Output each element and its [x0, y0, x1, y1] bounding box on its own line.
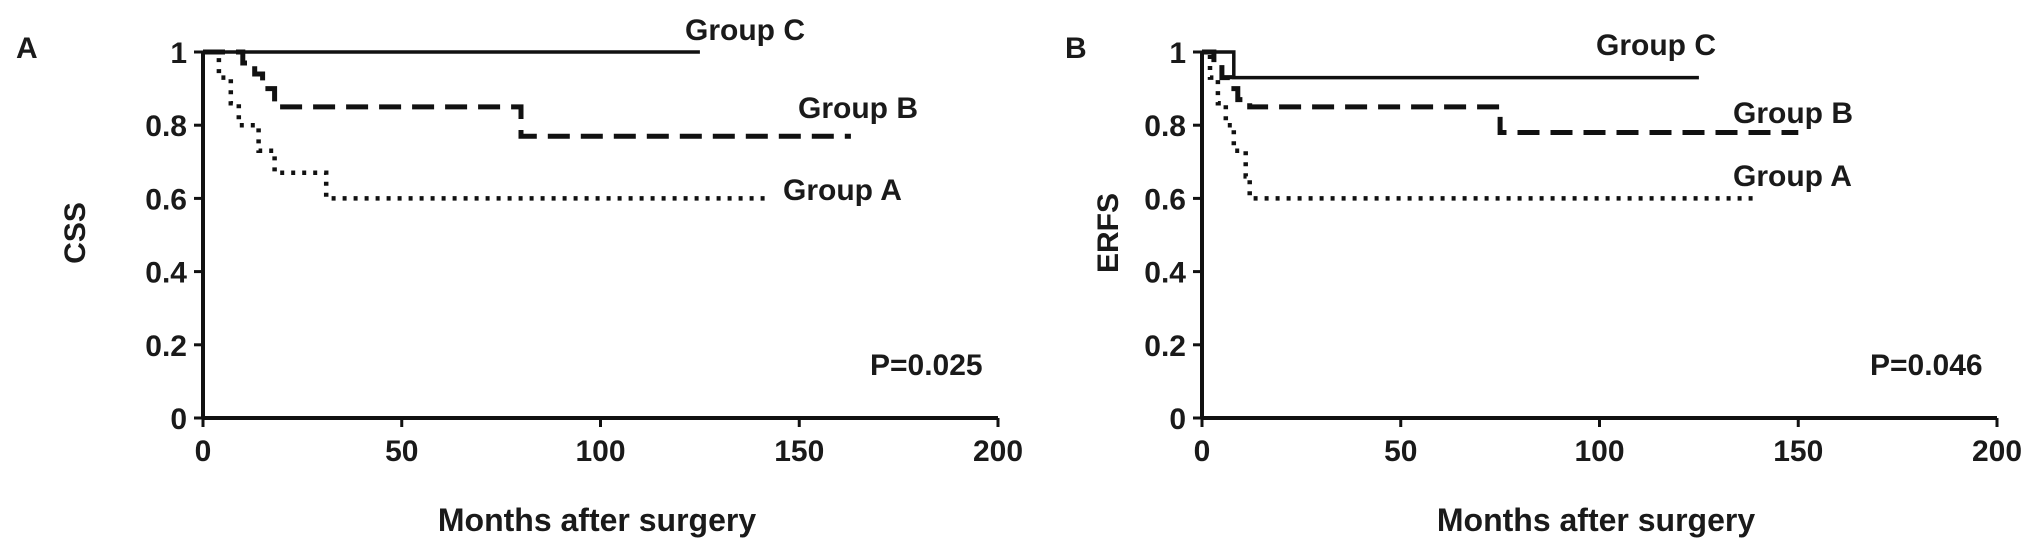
- panel-label: B: [1065, 32, 1087, 65]
- p-value-annotation: P=0.046: [1870, 349, 1983, 382]
- chart-panel-b: B ERFS Months after surgery P=0.046 0 0.2…: [1065, 29, 2022, 538]
- y-axis-label: ERFS: [1092, 193, 1125, 273]
- y-tick-label: 1: [170, 37, 187, 70]
- survival-curve-group-b: [203, 49, 851, 139]
- y-tick-label: 0.8: [145, 110, 187, 143]
- x-tick-label: 50: [1384, 435, 1417, 468]
- y-tick-label: 0.8: [1144, 110, 1186, 143]
- survival-curve-group-c: [1202, 50, 1699, 80]
- survival-curve-group-a: [203, 49, 768, 201]
- x-tick-label: 150: [1773, 435, 1823, 468]
- y-tick-label: 0.2: [145, 330, 187, 363]
- y-tick-label: 0: [1169, 403, 1186, 436]
- panel-label: A: [16, 32, 38, 65]
- series-label: Group C: [685, 14, 805, 47]
- x-tick-label: 150: [774, 435, 824, 468]
- series-label: Group A: [1733, 160, 1852, 193]
- series-layer: Group C Group B Group A: [1202, 29, 1853, 201]
- series-label: Group B: [1733, 97, 1853, 130]
- x-axis-label: Months after surgery: [1437, 502, 1755, 538]
- series-label: Group A: [783, 174, 902, 207]
- axes: 0 0.2 0.4 0.6 0.8 1 0 50 100 150 200: [145, 37, 1023, 468]
- y-tick-label: 0.6: [1144, 183, 1186, 216]
- y-tick-label: 0.6: [145, 183, 187, 216]
- x-tick-label: 200: [1972, 435, 2022, 468]
- y-tick-label: 0.4: [1144, 257, 1186, 290]
- x-tick-label: 50: [385, 435, 418, 468]
- y-axis-label: CSS: [59, 202, 92, 264]
- chart-panel-a: A CSS Months after surgery P=0.025 00.20…: [16, 14, 1023, 538]
- x-tick-label: 0: [1194, 435, 1211, 468]
- y-tick-label: 0.4: [145, 257, 187, 290]
- y-tick-label: 0: [170, 403, 187, 436]
- x-axis-label: Months after surgery: [438, 502, 756, 538]
- x-tick-label: 0: [195, 435, 212, 468]
- y-tick-label: 0.2: [1144, 330, 1186, 363]
- x-tick-label: 100: [1574, 435, 1624, 468]
- series-label: Group B: [798, 92, 918, 125]
- survival-curve-group-a: [1202, 49, 1759, 201]
- y-tick-label: 1: [1169, 37, 1186, 70]
- axes: 0 0.2 0.4 0.6 0.8 1 0 50 100 150 200: [1144, 37, 2022, 468]
- p-value-annotation: P=0.025: [870, 349, 983, 382]
- series-label: Group C: [1596, 29, 1716, 62]
- x-tick-label: 200: [973, 435, 1023, 468]
- x-tick-label: 100: [575, 435, 625, 468]
- series-layer: Group C Group B Group A: [203, 14, 918, 207]
- survival-curve-group-b: [1202, 49, 1799, 135]
